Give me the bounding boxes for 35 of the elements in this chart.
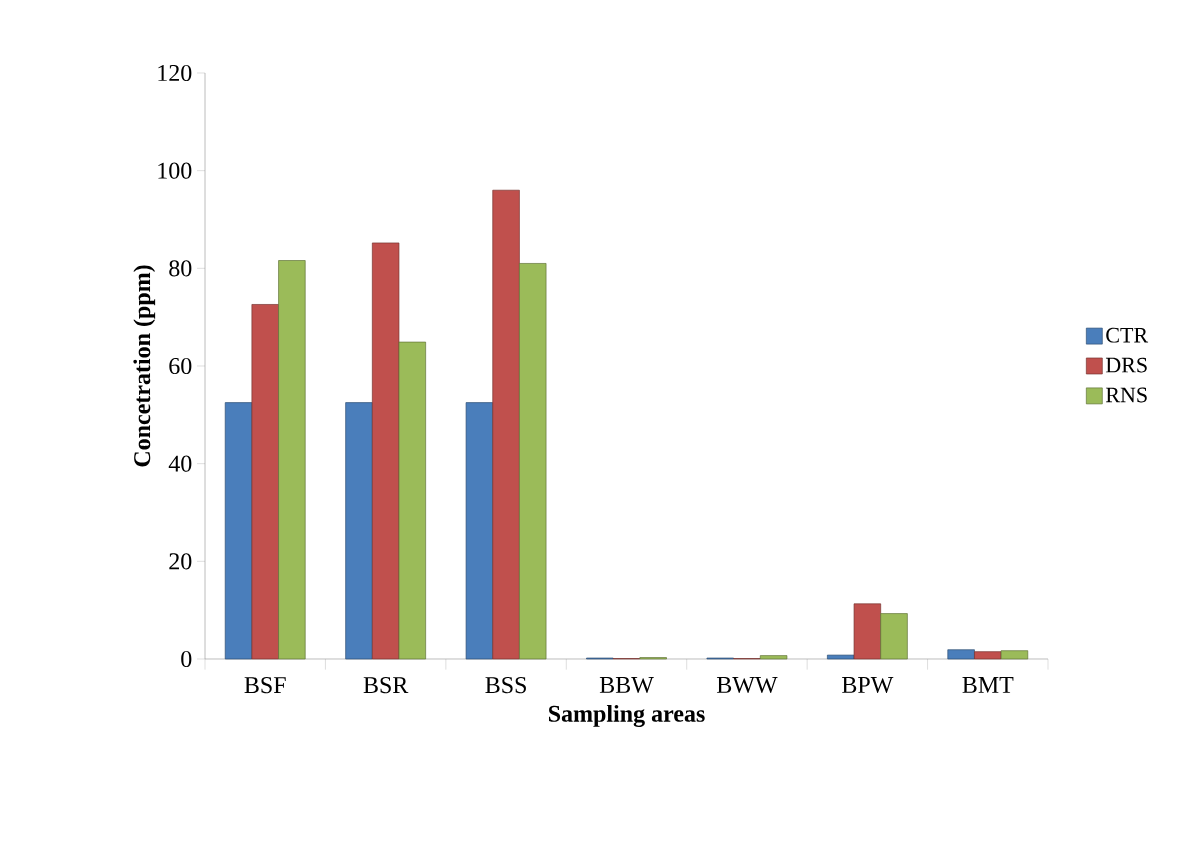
legend-label: RNS xyxy=(1105,387,1147,403)
bar xyxy=(465,402,494,660)
y-tick-label: 0 xyxy=(181,650,192,668)
bar xyxy=(345,402,373,660)
y-axis-title: Concetration (ppm) xyxy=(133,265,156,467)
bar xyxy=(974,651,1002,660)
x-axis-title: Sampling areas xyxy=(548,704,705,727)
bar xyxy=(947,649,975,660)
y-tick-label: 60 xyxy=(169,357,192,375)
x-tick-label: BBW xyxy=(599,677,654,694)
bar xyxy=(759,655,788,660)
y-tick-label: 40 xyxy=(168,455,192,472)
bar xyxy=(827,654,855,660)
x-tick-label: BMT xyxy=(962,677,1014,693)
bar xyxy=(880,613,908,660)
bar xyxy=(224,402,253,660)
legend-label: DRS xyxy=(1105,357,1147,373)
legend-label: CTR xyxy=(1106,327,1149,343)
bar xyxy=(371,242,400,660)
bar xyxy=(853,603,882,660)
bar xyxy=(278,260,306,660)
x-tick-label: BSS xyxy=(485,677,526,694)
y-tick-label: 120 xyxy=(158,64,192,82)
x-tick-label: BSR xyxy=(363,677,409,694)
bar xyxy=(1000,650,1029,660)
y-tick-label: 80 xyxy=(169,260,192,277)
x-tick-label: BPW xyxy=(842,677,894,694)
x-tick-label: BWW xyxy=(716,677,778,694)
x-tick-label: BSF xyxy=(244,677,286,694)
bar xyxy=(519,263,547,660)
y-tick-label: 100 xyxy=(158,162,192,179)
bar xyxy=(492,189,520,660)
y-tick-label: 20 xyxy=(169,553,192,570)
bar xyxy=(398,341,426,660)
bar xyxy=(251,304,279,660)
